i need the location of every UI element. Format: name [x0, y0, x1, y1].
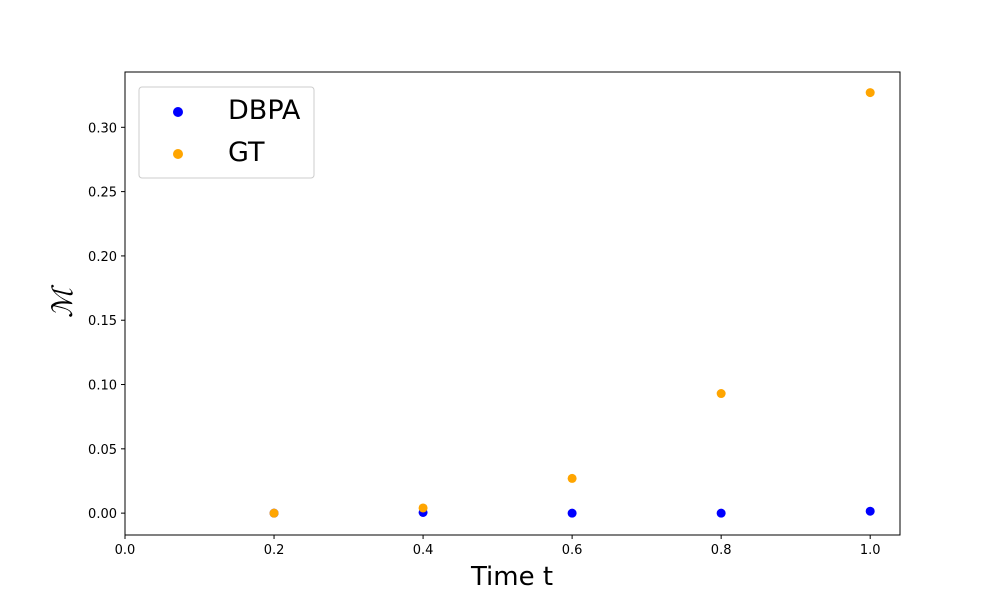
data-point-dbpa	[716, 508, 726, 518]
legend-marker-dbpa	[173, 107, 183, 117]
x-axis: 0.0 0.2 0.4 0.6 0.8 1.0	[115, 535, 881, 558]
y-tick-label: 0.30	[88, 121, 117, 136]
data-point-gt	[418, 503, 428, 513]
legend-label-dbpa: DBPA	[228, 95, 301, 126]
plot-area-frame	[124, 71, 901, 536]
data-point-gt	[567, 473, 577, 483]
data-point-dbpa	[567, 508, 577, 518]
y-tick-label: 0.05	[88, 443, 117, 458]
x-tick-label: 0.6	[562, 543, 583, 558]
data-point-gt	[716, 389, 726, 399]
data-point-gt	[269, 508, 279, 518]
x-axis-label: Time t	[470, 562, 553, 592]
y-tick-label: 0.10	[88, 379, 117, 394]
y-tick-label: 0.20	[88, 250, 117, 265]
x-tick-label: 0.4	[413, 543, 434, 558]
legend-label-gt: GT	[228, 137, 265, 168]
x-tick-label: 1.0	[860, 543, 881, 558]
y-tick-label: 0.00	[88, 507, 117, 522]
x-tick-label: 0.0	[115, 543, 136, 558]
legend: DBPA GT	[138, 86, 315, 179]
data-points	[269, 88, 875, 518]
y-axis: 0.00 0.05 0.10 0.15 0.20 0.25 0.30	[88, 121, 125, 522]
data-point-gt	[865, 88, 875, 98]
x-tick-label: 0.2	[264, 543, 285, 558]
y-axis-label: ℳ	[46, 284, 79, 318]
legend-marker-gt	[173, 149, 183, 159]
data-point-dbpa	[865, 506, 875, 516]
y-tick-label: 0.25	[88, 186, 117, 201]
x-tick-label: 0.8	[711, 543, 732, 558]
y-tick-label: 0.15	[88, 314, 117, 329]
